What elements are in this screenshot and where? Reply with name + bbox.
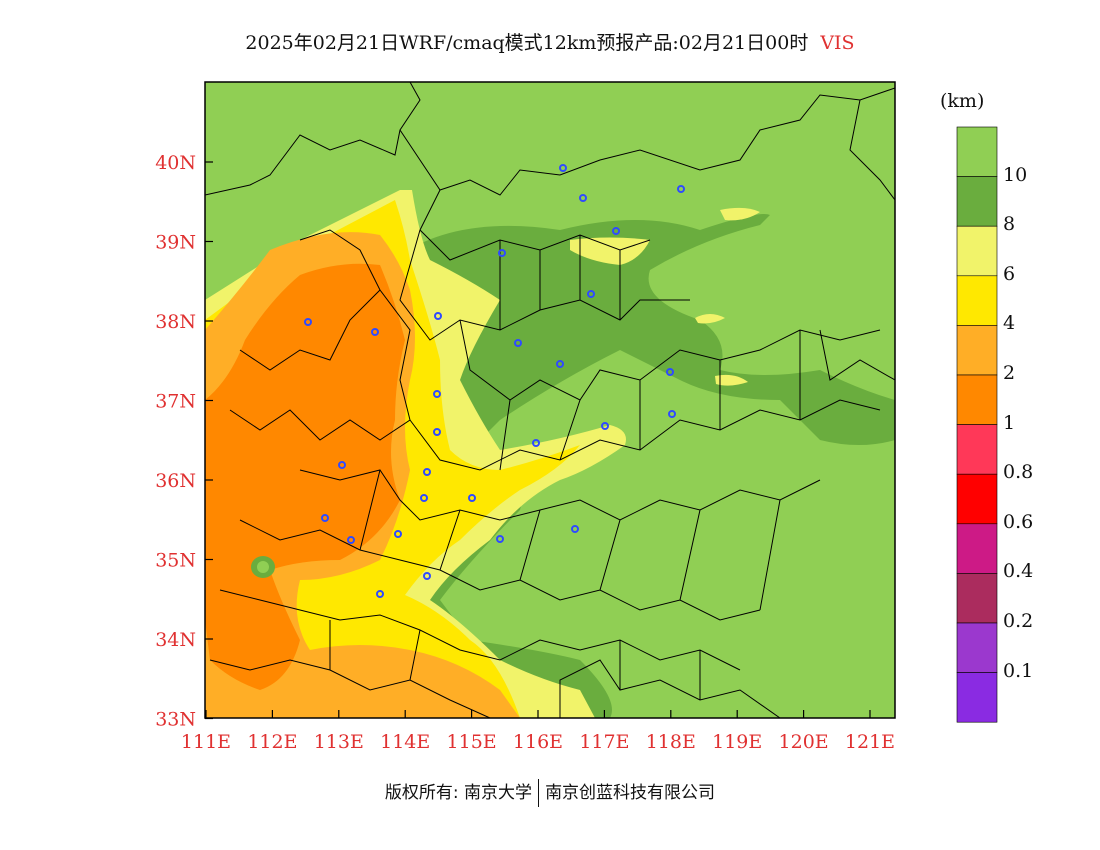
- colorbar-tick-label: 0.2: [1003, 610, 1034, 632]
- footer-company: 南京创蓝科技有限公司: [545, 783, 716, 803]
- station-marker: [559, 164, 567, 172]
- colorbar-swatch: [956, 176, 998, 227]
- map-title: 2025年02月21日WRF/cmaq模式12km预报产品:02月21日00时 V…: [0, 28, 1100, 55]
- colorbar-tick-label: 1: [1003, 411, 1016, 434]
- station-marker: [433, 428, 441, 436]
- station-marker: [668, 410, 676, 418]
- lon-tick-label: 116E: [513, 731, 563, 753]
- station-marker: [423, 468, 431, 476]
- station-marker: [498, 249, 506, 257]
- longitude-axis: 111E 112E 113E 114E 115E 116E 117E 118E 119E 120E…: [181, 710, 895, 753]
- colorbar-tick-label: 8: [1003, 213, 1016, 236]
- lon-tick-label: 117E: [579, 731, 629, 753]
- colorbar-tick-label: 0.6: [1003, 510, 1034, 533]
- lat-tick-label: 36N: [155, 470, 196, 492]
- station-marker: [394, 530, 402, 538]
- lon-tick-label: 114E: [380, 731, 430, 753]
- lon-tick-label: 121E: [845, 731, 895, 753]
- station-marker: [433, 390, 441, 398]
- station-marker: [496, 535, 504, 543]
- vis-patch-6-d: [715, 374, 748, 386]
- colorbar-swatch: [956, 672, 998, 723]
- colorbar-tick-label: 0.1: [1003, 659, 1034, 682]
- colorbar-swatch: [956, 126, 998, 177]
- lat-tick-label: 38N: [155, 311, 196, 333]
- colorbar-swatch: [956, 374, 998, 425]
- station-marker: [579, 194, 587, 202]
- lat-tick-label: 40N: [155, 152, 196, 174]
- vis-patch-6-a: [570, 237, 650, 265]
- station-marker: [321, 514, 329, 522]
- station-marker: [612, 227, 620, 235]
- lon-tick-label: 111E: [181, 731, 231, 753]
- vis-zone-1: [205, 263, 405, 690]
- colorbar-swatch: [956, 573, 998, 624]
- vis-patch-6-b: [720, 207, 760, 221]
- lon-tick-label: 112E: [247, 731, 297, 753]
- variable-label: VIS: [820, 32, 855, 54]
- colorbar-tick-label: 6: [1003, 262, 1016, 285]
- station-marker: [434, 312, 442, 320]
- colorbar-tick-label: 4: [1003, 312, 1016, 335]
- lon-tick-label: 119E: [712, 731, 762, 753]
- station-marker: [347, 536, 355, 544]
- station-marker: [556, 360, 564, 368]
- station-marker: [514, 339, 522, 347]
- lat-tick-label: 35N: [155, 550, 196, 572]
- vis-patch-6-c: [695, 314, 725, 324]
- lon-tick-label: 113E: [314, 731, 364, 753]
- colorbar-swatch: [956, 325, 998, 376]
- station-marker: [587, 290, 595, 298]
- lon-tick-label: 118E: [646, 731, 696, 753]
- station-marker: [677, 185, 685, 193]
- station-marker: [338, 461, 346, 469]
- colorbar-swatch: [956, 622, 998, 673]
- colorbar-tick-label: 10: [1003, 163, 1028, 186]
- lat-tick-label: 39N: [155, 232, 196, 254]
- admin-boundaries: [205, 82, 895, 718]
- colorbar-unit: (km): [940, 90, 985, 112]
- station-marker: [571, 525, 579, 533]
- station-marker: [532, 439, 540, 447]
- station-marker: [376, 590, 384, 598]
- lat-tick-label: 33N: [155, 709, 196, 731]
- lon-tick-label: 120E: [779, 731, 829, 753]
- colorbar: [956, 126, 998, 723]
- colorbar-swatch: [956, 275, 998, 326]
- station-marker: [420, 494, 428, 502]
- footer-separator: [538, 779, 540, 807]
- footer: 版权所有: 南京大学 南京创蓝科技有限公司: [0, 778, 1100, 807]
- colorbar-tick-label: 0.8: [1003, 461, 1034, 484]
- colorbar-tick-label: 0.4: [1003, 560, 1034, 583]
- colorbar-swatch: [956, 424, 998, 475]
- vis-patch-2-south: [310, 656, 383, 705]
- footer-copyright: 版权所有: 南京大学: [384, 783, 533, 803]
- lat-tick-label: 34N: [155, 629, 196, 651]
- title-text: 2025年02月21日WRF/cmaq模式12km预报产品:02月21日00时: [245, 32, 809, 54]
- station-marker: [423, 572, 431, 580]
- lon-tick-label: 115E: [447, 731, 497, 753]
- station-marker: [666, 368, 674, 376]
- station-marker: [371, 328, 379, 336]
- colorbar-swatch: [956, 225, 998, 277]
- vis-patch-10-west: [257, 561, 269, 573]
- station-marker: [304, 318, 312, 326]
- colorbar-swatch: [956, 523, 998, 574]
- station-marker: [601, 422, 609, 430]
- station-markers: [304, 164, 685, 598]
- latitude-axis: 40N 39N 38N 37N 36N 35N 34N 33N: [155, 152, 213, 731]
- colorbar-swatch: [956, 473, 998, 525]
- colorbar-tick-label: 2: [1003, 362, 1016, 384]
- map-field: [205, 82, 895, 718]
- lat-tick-label: 37N: [155, 391, 196, 413]
- station-marker: [468, 494, 476, 502]
